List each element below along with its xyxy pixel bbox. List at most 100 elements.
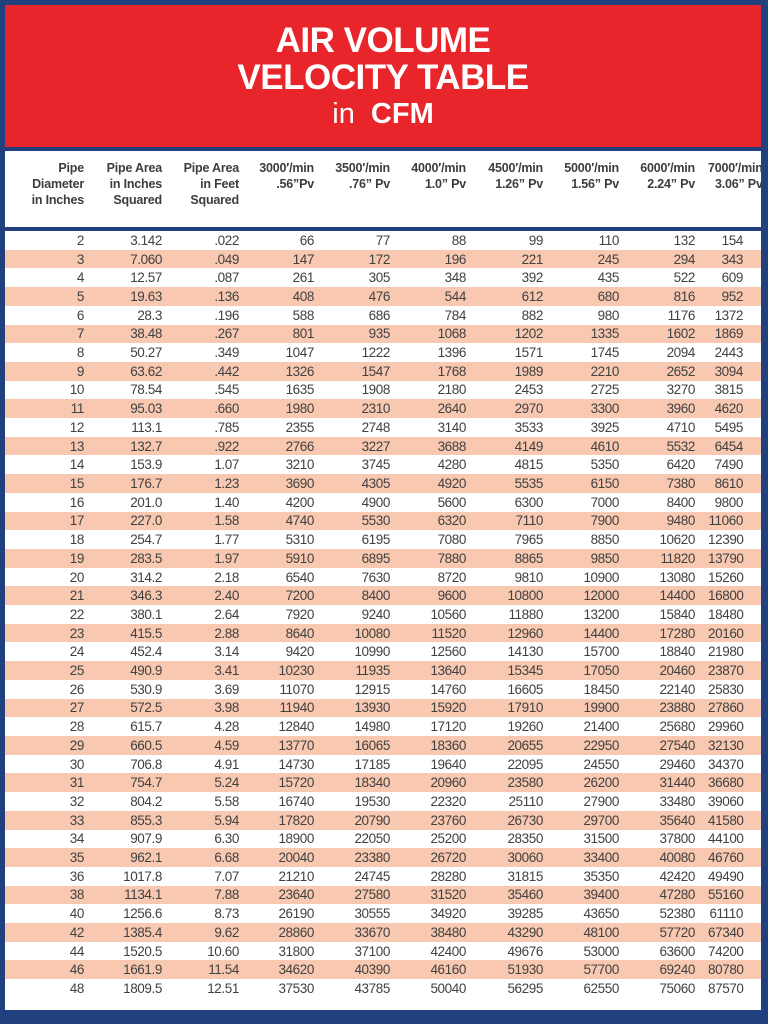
cell: 38480 [430,924,466,940]
cell: 5.24 [214,775,239,791]
cell: 57700 [583,962,619,978]
cell: 9810 [514,569,544,585]
cell: 51930 [507,962,543,978]
cell: 4620 [714,401,744,417]
cell: 33480 [659,793,695,809]
cell: 15840 [659,606,695,622]
cell: 4.59 [214,737,239,753]
cell: 706.8 [130,756,162,772]
cell: 31 [69,775,85,791]
cell: 30555 [354,906,390,922]
column-header-line: 3000′/min [259,161,314,175]
cell: 27580 [354,887,390,903]
table-row: 12 113.1 .785 2355 2748 3140 3533 3925 4710 5495 [5,418,761,437]
column-header-line: in Inches [31,193,85,207]
cell: 1068 [437,326,467,342]
cell: 8 [76,345,85,361]
cell: 3533 [514,419,544,435]
cell: 490.9 [130,663,162,679]
cell: 476 [368,288,391,304]
cell: 78.54 [130,382,162,398]
cell: 25 [69,663,85,679]
cell: 952 [721,288,744,304]
cell: 12560 [430,644,466,660]
cell: 4740 [285,513,315,529]
cell: 21210 [278,868,314,884]
cell: 3 [76,251,85,267]
cell: 20790 [354,812,390,828]
column-header-8: 6000′/min 2.24” Pv [632,160,708,227]
cell: 7.07 [214,868,239,884]
cell: 35460 [507,887,543,903]
cell: 2443 [714,345,744,361]
cell: 4710 [666,419,696,435]
cell: 5.58 [214,793,239,809]
cell: 612 [521,288,544,304]
cell: 95.03 [130,401,162,417]
cell: 9420 [285,644,315,660]
cell: 2.40 [214,588,239,604]
cell: 10900 [583,569,619,585]
cell: 23 [69,625,85,641]
cell: 21400 [583,719,619,735]
cell: 41580 [708,812,744,828]
cell: 3815 [714,382,744,398]
cell: 7490 [714,457,744,473]
cell: 56295 [507,980,543,996]
cell: 7900 [590,513,620,529]
cell: 147 [292,251,315,267]
cell: 14 [69,457,85,473]
cell: 544 [444,288,467,304]
cell: 2640 [437,401,467,417]
cell: 17050 [583,663,619,679]
cell: 1.40 [214,494,239,510]
cell: 2355 [285,419,315,435]
table-row: 30 706.8 4.91 14730 17185 19640 22095 24550 2946… [5,755,761,774]
cell: 12390 [708,532,744,548]
cell: 3.69 [214,681,239,697]
cell: 17820 [278,812,314,828]
cell: 3745 [361,457,391,473]
title-line-3: in CFM [332,98,433,131]
cell: 69240 [659,962,695,978]
cell: 15700 [583,644,619,660]
cell: 18360 [430,737,466,753]
table-row: 7 38.48 .267 801 935 1068 1202 1335 1602 1869 [5,324,761,344]
column-header-line: 3.06” Pv [714,177,763,191]
cell: 18840 [659,644,695,660]
cell: 254.7 [130,532,162,548]
cell: 572.5 [130,700,162,716]
cell: 18900 [278,831,314,847]
cell: 4149 [514,438,544,454]
title-in-word: in [332,97,355,130]
cell: 80780 [708,962,744,978]
cell: 5910 [285,550,315,566]
cell: 1385.4 [123,924,162,940]
cell: 43290 [507,924,543,940]
cell: 12 [69,419,85,435]
table-row: 21 346.3 2.40 7200 8400 9600 10800 12000 14400 16… [5,586,761,606]
cell: 16065 [354,737,390,753]
cell: 8400 [361,588,391,604]
table-row: 9 63.62 .442 1326 1547 1768 1989 2210 2652 3094 [5,361,761,381]
cell: 25110 [508,793,543,809]
cell: 74200 [708,943,744,959]
cell: 25680 [659,719,695,735]
cell: 1520.5 [123,943,162,959]
column-header-line: in Inches [109,177,163,191]
cell: 50.27 [130,345,162,361]
cell: .196 [214,307,239,323]
cell: 24745 [354,868,390,884]
cell: 1222 [361,345,391,361]
cell: 32130 [708,737,744,753]
cell: 132.7 [130,438,162,454]
cell: 686 [368,307,391,323]
column-header-line: .76” Pv [349,177,390,191]
cell: 20460 [659,663,695,679]
cell: 6320 [437,513,467,529]
cell: 1989 [514,363,544,379]
cell: 37530 [278,980,314,996]
cell: 2652 [666,363,696,379]
table-row: 25 490.9 3.41 10230 11935 13640 15345 17050 2046… [5,661,761,680]
cell: 39285 [507,906,543,922]
